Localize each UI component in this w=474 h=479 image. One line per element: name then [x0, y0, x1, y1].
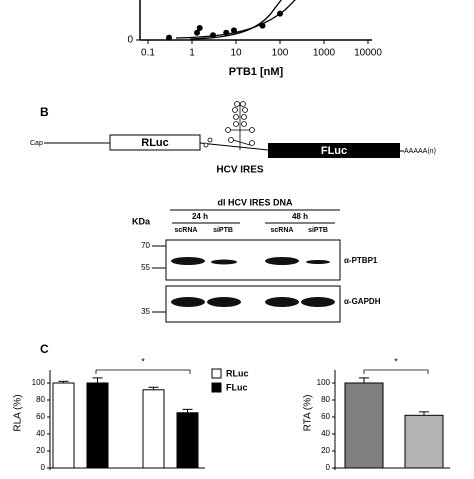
legend-swatch [211, 368, 222, 379]
y-tick-label: 60 [321, 412, 330, 421]
legend-label: RLuc [226, 368, 249, 378]
data-point [165, 34, 172, 41]
x-tick-label: 10000 [354, 48, 382, 59]
lane-label: siPTB [308, 227, 328, 234]
data-point [277, 10, 283, 17]
data-point [223, 29, 230, 36]
y-tick-label: 100 [317, 378, 331, 387]
kda-marker: 70 [141, 241, 150, 250]
significance: * [141, 356, 145, 366]
rluc-box [109, 134, 201, 151]
legend-swatch [211, 382, 222, 393]
legend-label: FLuc [226, 382, 248, 392]
y-tick-label: 40 [36, 429, 45, 438]
significance-bracket [363, 369, 429, 374]
x-tick-label: 1 [189, 48, 195, 59]
rluc-label: RLuc [141, 137, 169, 149]
bar [404, 414, 444, 469]
antibody: α-GAPDH [344, 297, 381, 306]
fluc-box [268, 143, 400, 158]
data-point [230, 27, 237, 34]
fluc-label: FLuc [321, 145, 347, 157]
lane-label: scRNA [271, 227, 294, 234]
x-tick-label: 10 [230, 48, 242, 59]
bar [344, 382, 384, 469]
x-tick-label: 100 [272, 48, 289, 59]
rna-line [199, 142, 269, 151]
bar [86, 382, 109, 469]
panel-label: B [40, 105, 49, 119]
data-point [259, 22, 266, 29]
fit-curve [175, 0, 296, 39]
y-axis-label: RLA (%) [13, 394, 24, 431]
panel-label: C [40, 342, 49, 356]
y-tick-label: 80 [321, 395, 330, 404]
y-tick-label: 0 [127, 35, 133, 46]
ires-label: HCV IRES [216, 165, 264, 176]
lane-label: scRNA [175, 227, 198, 234]
y-tick-label: 100 [32, 378, 46, 387]
timepoint: 24 h [192, 212, 208, 221]
significance-bracket [95, 369, 191, 374]
y-tick-label: 0 [326, 463, 331, 472]
cap-label: Cap [30, 140, 43, 147]
x-tick-label: 0.1 [141, 48, 155, 59]
x-axis-label: PTB1 [nM] [229, 66, 284, 78]
kda-marker: 35 [141, 307, 150, 316]
y-tick-label: 40 [321, 429, 330, 438]
kda-label: KDa [132, 216, 151, 226]
bar [176, 412, 199, 469]
blot-title: dl HCV IRES DNA [217, 197, 293, 207]
bands [171, 257, 335, 307]
poly-a-label: AAAAA(n) [404, 148, 436, 155]
timepoint: 48 h [292, 212, 308, 221]
data-point [194, 29, 201, 36]
y-tick-label: 20 [321, 446, 330, 455]
kda-marker: 55 [141, 263, 150, 272]
y-axis-label: RTA (%) [303, 395, 314, 432]
y-tick-label: 60 [36, 412, 45, 421]
y-tick-label: 0 [41, 463, 46, 472]
x-tick-label: 1000 [313, 48, 336, 59]
data-point [196, 25, 203, 31]
y-tick-label: 20 [36, 446, 45, 455]
y-tick-label: 80 [36, 395, 45, 404]
fit-curve [189, 0, 282, 40]
ires-structure [203, 101, 255, 150]
lane-label: siPTB [213, 227, 233, 234]
bar [52, 382, 75, 469]
significance: * [394, 356, 398, 366]
data-point [209, 32, 216, 39]
bar [142, 389, 165, 469]
antibody: α-PTBP1 [344, 256, 378, 265]
